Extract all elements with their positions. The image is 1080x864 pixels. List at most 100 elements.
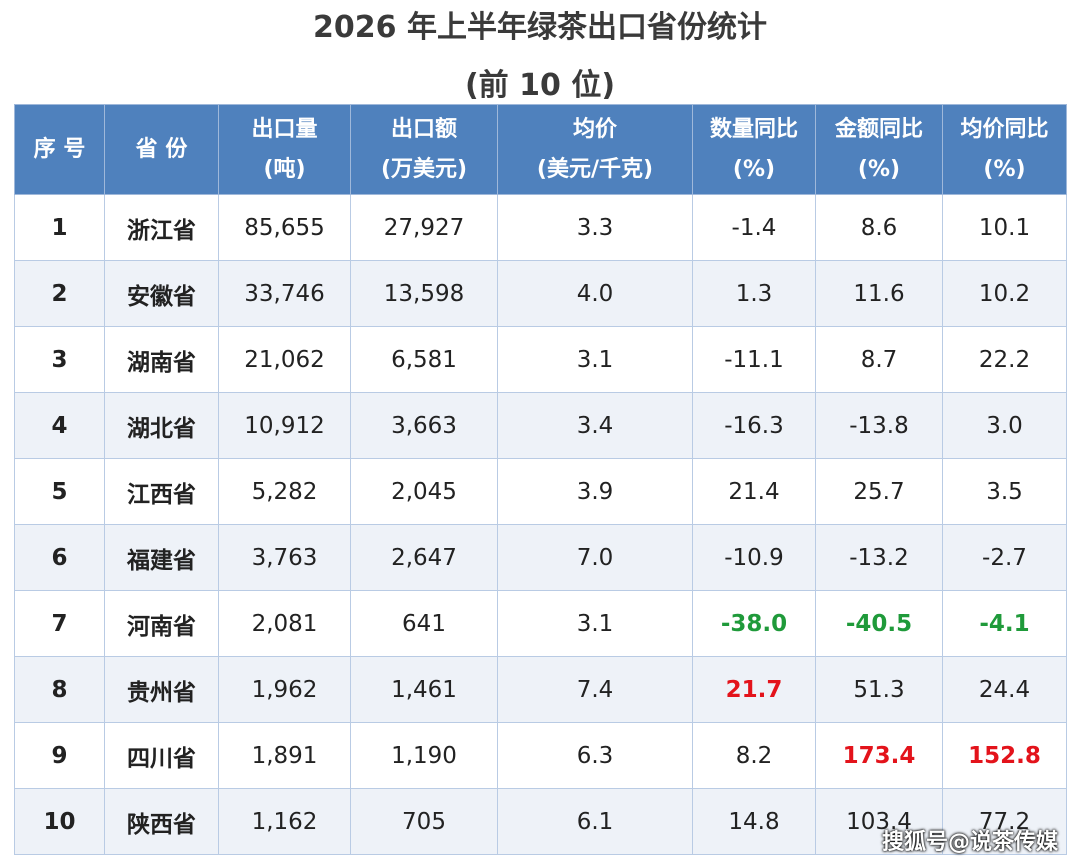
table-cell: 10.1 <box>942 194 1067 261</box>
table-cell: 3,763 <box>218 524 351 591</box>
table-cell: -13.8 <box>815 392 943 459</box>
table-cell: 152.8 <box>942 722 1067 789</box>
table-body: 1 浙江省 85,655 27,927 3.3 -1.4 8.6 10.1 2 安徽省 33,746… <box>14 194 1067 855</box>
table-cell: 14.8 <box>692 788 816 855</box>
table-cell: 3.9 <box>497 458 693 525</box>
header-line: 数量同比 <box>709 116 798 142</box>
header-cell: 金额同比 (%) <box>815 104 943 195</box>
table-cell: 3.3 <box>497 194 693 261</box>
header-row: 序 号 省 份 出口量 (吨) 出口额 (万美元) 均价 (美元/千克) 数量同比 (%) 金额同比… <box>14 104 1067 195</box>
header-line: (万美元) <box>380 156 468 182</box>
header-line: 序 号 <box>33 136 86 162</box>
table-cell: 6.1 <box>497 788 693 855</box>
table-row: 3 湖南省 21,062 6,581 3.1 -11.1 8.7 22.2 <box>14 326 1067 393</box>
table-cell: 5,282 <box>218 458 351 525</box>
table-cell: 10,912 <box>218 392 351 459</box>
table-cell: 江西省 <box>104 458 219 525</box>
table-row: 2 安徽省 33,746 13,598 4.0 1.3 11.6 10.2 <box>14 260 1067 327</box>
table-row: 6 福建省 3,763 2,647 7.0 -10.9 -13.2 -2.7 <box>14 524 1067 591</box>
header-line: (%) <box>732 156 776 182</box>
table-row: 5 江西省 5,282 2,045 3.9 21.4 25.7 3.5 <box>14 458 1067 525</box>
header-line: (%) <box>983 156 1026 182</box>
table-cell: 173.4 <box>815 722 943 789</box>
header-line: 均价 <box>572 116 617 142</box>
header-line: 均价同比 <box>960 116 1049 142</box>
header-cell: 均价 (美元/千克) <box>497 104 693 195</box>
title: 2026 年上半年绿茶出口省份统计 <box>313 10 767 45</box>
table-cell: -16.3 <box>692 392 816 459</box>
table-cell: -13.2 <box>815 524 943 591</box>
table-row: 8 贵州省 1,962 1,461 7.4 21.7 51.3 24.4 <box>14 656 1067 723</box>
table-cell: 湖南省 <box>104 326 219 393</box>
table-row: 10 陕西省 1,162 705 6.1 14.8 103.4 77.2 <box>14 788 1067 855</box>
table-cell: 7.4 <box>497 656 693 723</box>
table-cell: 3.1 <box>497 326 693 393</box>
table-cell: 51.3 <box>815 656 943 723</box>
table-row: 9 四川省 1,891 1,190 6.3 8.2 173.4 152.8 <box>14 722 1067 789</box>
table-cell: 9 <box>14 722 105 789</box>
table-cell: 8.2 <box>692 722 816 789</box>
table-cell: 6 <box>14 524 105 591</box>
table-cell: 四川省 <box>104 722 219 789</box>
header-line: 出口量 <box>251 116 318 142</box>
table-cell: 3.0 <box>942 392 1067 459</box>
table-cell: 浙江省 <box>104 194 219 261</box>
table-cell: 2,045 <box>350 458 498 525</box>
table-cell: 1 <box>14 194 105 261</box>
watermark: 搜狐号@说茶传媒 <box>881 830 1058 855</box>
table-cell: 7 <box>14 590 105 657</box>
table-cell: -1.4 <box>692 194 816 261</box>
table-cell: 25.7 <box>815 458 943 525</box>
table-cell: -11.1 <box>692 326 816 393</box>
table-cell: 1,962 <box>218 656 351 723</box>
header-cell: 均价同比 (%) <box>942 104 1067 195</box>
table-cell: 27,927 <box>350 194 498 261</box>
header-cell: 出口额 (万美元) <box>350 104 498 195</box>
table-cell: 24.4 <box>942 656 1067 723</box>
table-cell: 22.2 <box>942 326 1067 393</box>
table-cell: 1,162 <box>218 788 351 855</box>
header-line: 省 份 <box>135 136 188 162</box>
table-cell: 福建省 <box>104 524 219 591</box>
table-row: 4 湖北省 10,912 3,663 3.4 -16.3 -13.8 3.0 <box>14 392 1067 459</box>
table-cell: -38.0 <box>692 590 816 657</box>
table-cell: 2,647 <box>350 524 498 591</box>
table-cell: 湖北省 <box>104 392 219 459</box>
table-cell: -2.7 <box>942 524 1067 591</box>
header-cell: 省 份 <box>104 104 219 195</box>
table-cell: 1,190 <box>350 722 498 789</box>
header-line: (吨) <box>263 156 306 182</box>
table-cell: 6.3 <box>497 722 693 789</box>
table-cell: -40.5 <box>815 590 943 657</box>
subtitle: (前 10 位) <box>464 68 616 103</box>
table-row: 1 浙江省 85,655 27,927 3.3 -1.4 8.6 10.1 <box>14 194 1067 261</box>
table-cell: -10.9 <box>692 524 816 591</box>
table-cell: 安徽省 <box>104 260 219 327</box>
table-cell: 陕西省 <box>104 788 219 855</box>
table-cell: 4 <box>14 392 105 459</box>
table-cell: 贵州省 <box>104 656 219 723</box>
header-cell: 数量同比 (%) <box>692 104 816 195</box>
table-cell: 8.7 <box>815 326 943 393</box>
table-cell: -4.1 <box>942 590 1067 657</box>
table-cell: 3.4 <box>497 392 693 459</box>
table-cell: 8 <box>14 656 105 723</box>
table-cell: 1.3 <box>692 260 816 327</box>
header-line: 金额同比 <box>834 116 923 142</box>
header-cell: 序 号 <box>14 104 105 195</box>
table-cell: 10.2 <box>942 260 1067 327</box>
table-cell: 1,461 <box>350 656 498 723</box>
table-cell: 1,891 <box>218 722 351 789</box>
header-line: 出口额 <box>390 116 457 142</box>
header-line: (美元/千克) <box>536 156 654 182</box>
table-cell: 3,663 <box>350 392 498 459</box>
table-cell: 10 <box>14 788 105 855</box>
table-cell: 5 <box>14 458 105 525</box>
table-cell: 11.6 <box>815 260 943 327</box>
table-cell: 13,598 <box>350 260 498 327</box>
table-cell: 2 <box>14 260 105 327</box>
table-cell: 7.0 <box>497 524 693 591</box>
table-cell: 3.5 <box>942 458 1067 525</box>
table-cell: 641 <box>350 590 498 657</box>
table-cell: 2,081 <box>218 590 351 657</box>
